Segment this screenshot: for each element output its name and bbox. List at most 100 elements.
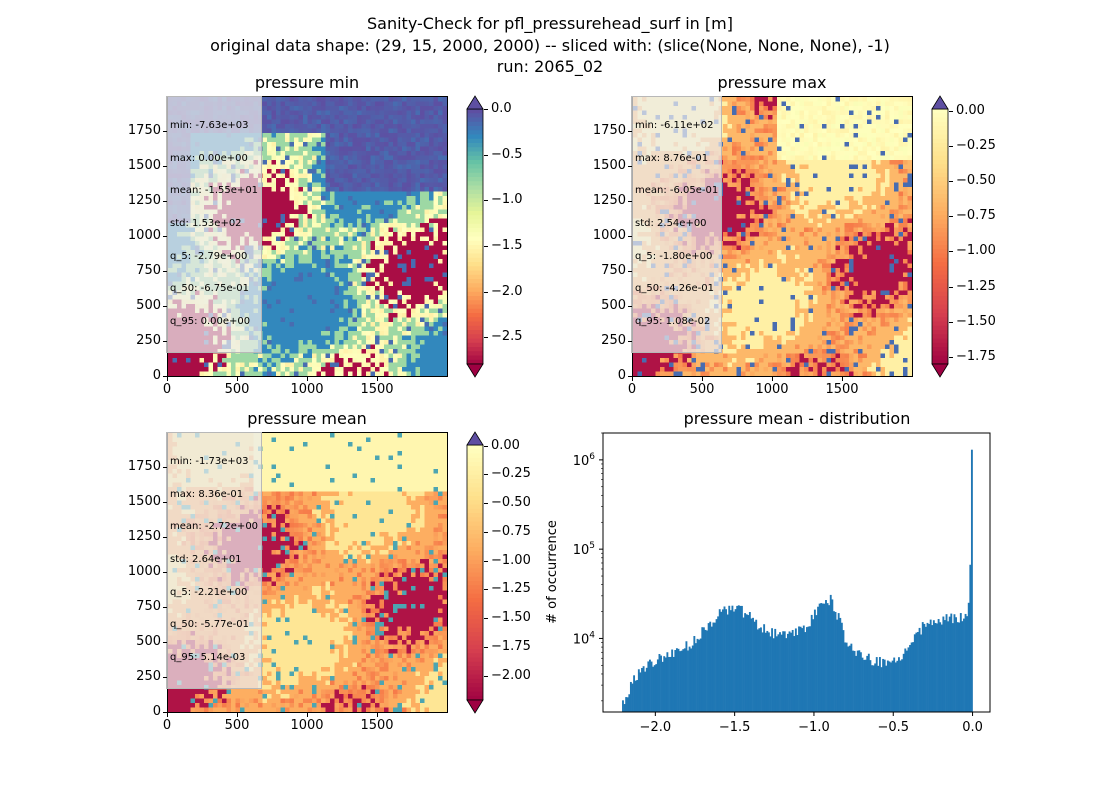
colorbar-tick-label: 0.00	[491, 437, 520, 453]
y-tick-label: 500	[601, 298, 626, 313]
histogram-bar	[699, 638, 702, 712]
colorbar-tick-label: −0.50	[491, 495, 531, 511]
stat-q5: q_5: -1.80e+00	[635, 250, 713, 262]
histogram-bar	[717, 616, 720, 712]
histogram-bar	[701, 627, 704, 712]
histogram-bar	[710, 626, 713, 712]
histogram-bar	[931, 625, 934, 712]
histogram-bar	[669, 656, 672, 712]
y-tick-label: 500	[136, 634, 161, 649]
colorbar-tick-mark	[484, 647, 488, 649]
histogram-bar	[836, 619, 839, 712]
x-tick-mark	[377, 377, 378, 381]
histogram-bar	[898, 657, 900, 712]
histogram-bar	[936, 623, 938, 712]
histogram-bar	[764, 632, 767, 712]
histogram-bar	[882, 658, 885, 712]
y-tick-label: 106	[573, 452, 596, 469]
y-tick-label: 250	[136, 333, 161, 348]
histogram-bar	[693, 636, 696, 712]
histogram-bar	[958, 622, 961, 712]
x-tick-mark	[632, 377, 633, 381]
y-tick-mark	[163, 306, 167, 307]
histogram-bar	[766, 630, 769, 712]
stat-min: min: -1.73e+03	[170, 455, 249, 467]
histogram-bar	[823, 603, 826, 712]
histogram-bar	[959, 613, 962, 712]
histogram-bar	[742, 617, 745, 712]
histogram-bar	[813, 609, 816, 712]
x-tick-label: 500	[689, 382, 715, 397]
histogram-bar	[718, 609, 721, 712]
x-tick-mark	[842, 377, 843, 381]
x-tick-label: −1.0	[798, 720, 830, 735]
histogram-bar	[891, 660, 894, 712]
colorbar-tick-label: −0.25	[491, 466, 531, 482]
colorbar-tick-label: −0.25	[956, 137, 996, 153]
x-tick-mark	[307, 713, 308, 717]
colorbar-tick-label: −0.50	[956, 172, 996, 188]
x-tick-label: −0.5	[877, 720, 909, 735]
histogram-bar	[915, 632, 918, 712]
y-tick-label: 104	[573, 630, 596, 647]
y-tick-mark	[628, 166, 632, 167]
histogram-bar	[913, 634, 916, 712]
histogram-bar	[726, 614, 729, 712]
y-tick-mark	[163, 467, 167, 468]
histogram-bar	[844, 642, 846, 712]
histogram-bar	[955, 617, 957, 712]
y-tick-mark	[163, 572, 167, 573]
histogram-bar	[918, 627, 921, 712]
histogram-bar	[790, 632, 793, 712]
histogram-bar	[815, 615, 818, 712]
histogram-bar	[877, 665, 880, 712]
figure-title-line-2: original data shape: (29, 15, 2000, 2000…	[210, 36, 890, 55]
histogram-bar	[840, 622, 843, 712]
x-tick-mark	[237, 713, 238, 717]
colorbar-tick-mark	[484, 474, 488, 476]
histogram-bar	[714, 622, 716, 712]
x-tick-mark	[772, 377, 773, 381]
histogram-bar	[752, 617, 754, 712]
y-tick-label: 1750	[127, 459, 161, 474]
histogram-bar	[951, 623, 954, 712]
histogram-bar	[832, 611, 835, 712]
histogram-bar	[829, 594, 832, 712]
histogram-bar	[774, 628, 777, 712]
colorbar-tick-mark	[484, 618, 488, 620]
histogram-bar	[677, 648, 680, 712]
histogram-bar	[755, 619, 758, 712]
colorbar-tick-label: −1.25	[956, 278, 996, 294]
histogram-bar	[845, 642, 848, 712]
histogram-bar	[660, 655, 662, 712]
colorbar-tick-label: −2.0	[491, 283, 523, 299]
colorbar-tick-mark	[949, 110, 953, 112]
histogram-bar	[761, 632, 764, 712]
histogram-bar	[715, 619, 718, 712]
histogram-bar	[644, 671, 647, 712]
histogram-bar	[729, 610, 732, 712]
histogram-bar	[698, 639, 701, 712]
histogram-bar	[728, 605, 731, 712]
colorbar-tick-label: −1.75	[956, 348, 996, 364]
histogram-bar	[863, 659, 866, 712]
histogram-bar	[888, 661, 891, 712]
histogram-bar	[622, 700, 624, 712]
histogram-bar	[645, 667, 648, 712]
histogram-bar	[791, 629, 794, 712]
y-tick-mark	[628, 376, 632, 377]
histogram-bar	[687, 650, 689, 712]
histogram-bar	[894, 662, 897, 712]
histogram-bar	[859, 652, 862, 712]
colorbar-tick-label: −1.25	[491, 581, 531, 597]
x-tick-label: 1500	[825, 382, 859, 397]
histogram-bar	[666, 652, 669, 712]
histogram-bar	[769, 636, 772, 712]
y-tick-label: 250	[136, 669, 161, 684]
colorbar-tick-mark	[484, 246, 488, 248]
x-tick-mark	[167, 713, 168, 717]
histogram-bar	[775, 636, 778, 712]
histogram-bar	[917, 631, 919, 712]
histogram-bar	[798, 626, 800, 712]
histogram-bar	[679, 651, 682, 712]
